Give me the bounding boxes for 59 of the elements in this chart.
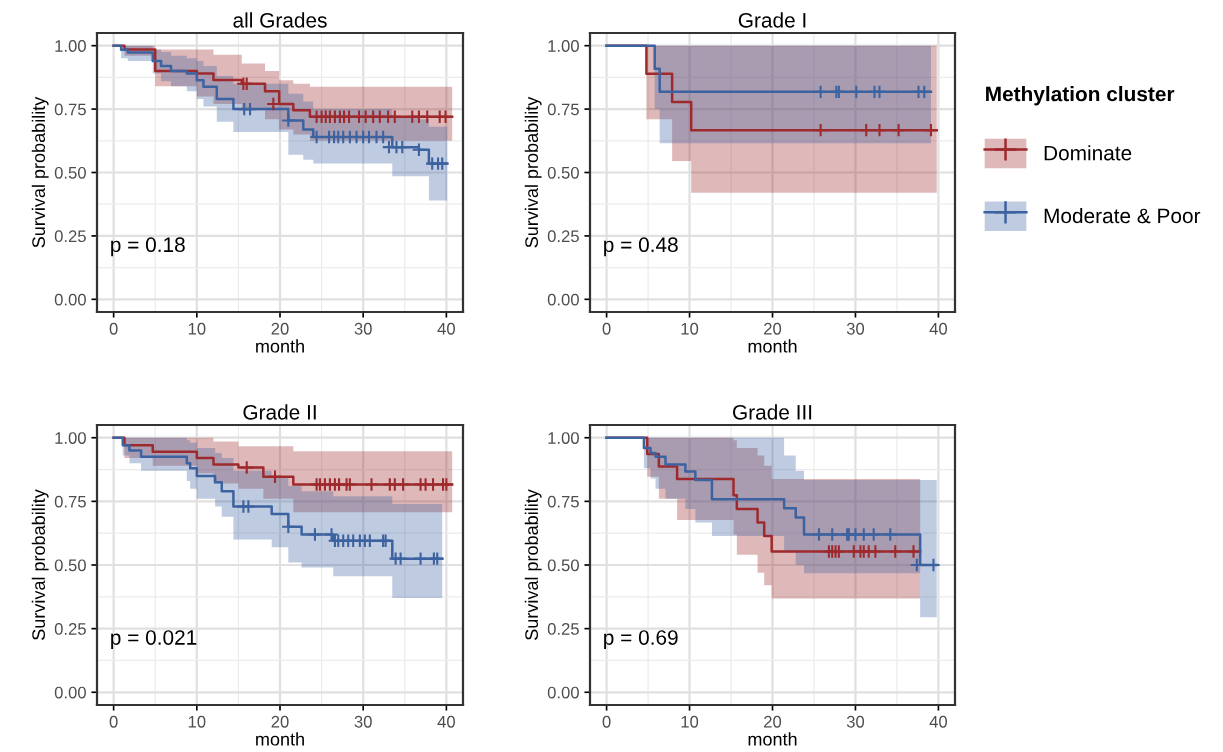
y-tick-label: 0.50 [547,559,579,572]
x-tick-label: 20 [271,322,289,335]
y-axis-title: Survival probability [524,96,542,248]
annotation: p = 0.18 [111,237,185,257]
x-tick-label: 20 [764,322,782,335]
y-tick-label: 0.25 [54,230,86,243]
x-tick-label: 30 [354,322,372,335]
x-tick-label: 30 [354,715,372,728]
y-tick-label: 0.25 [547,623,579,635]
x-axis-title: month [748,732,797,746]
legend-title: Methylation cluster [986,86,1175,106]
x-axis-title: month [256,339,304,353]
chart-title: Grade I [738,12,806,28]
x-tick-label: 40 [929,322,948,335]
x-axis-title: month [748,339,797,353]
chart-title: all Grades [233,12,327,28]
annotation: p = 0.48 [604,237,678,257]
x-tick-label: 40 [437,322,455,335]
y-tick-label: 0.00 [54,686,86,699]
x-axis-title: month [256,732,304,746]
y-tick-label: 1.00 [548,432,579,444]
y-tick-label: 0.50 [54,166,86,179]
y-tick-label: 0.00 [547,686,579,699]
y-tick-label: 0.75 [54,495,86,508]
y-tick-label: 0.50 [54,559,86,572]
legend-label: Dominate [1044,145,1132,161]
y-tick-label: 1.00 [55,432,86,444]
x-tick-label: 0 [109,322,118,335]
y-tick-label: 0.00 [54,293,86,306]
x-tick-label: 0 [109,715,118,728]
y-tick-label: 1.00 [55,40,86,52]
chart-title: Grade II [243,404,316,420]
x-tick-label: 0 [602,322,611,335]
x-tick-label: 10 [681,322,699,335]
y-tick-label: 0.75 [547,495,579,508]
chart-title: Grade III [733,404,812,420]
y-tick-label: 0.25 [547,230,579,243]
x-tick-label: 20 [271,715,289,728]
x-tick-label: 30 [846,322,865,335]
x-tick-label: 30 [846,715,865,728]
y-tick-label: 0.75 [54,103,86,116]
x-tick-label: 20 [764,715,782,728]
x-tick-label: 0 [602,715,611,728]
y-tick-label: 1.00 [548,40,579,52]
x-tick-label: 40 [437,715,455,728]
y-axis-title: Survival probability [31,96,49,248]
y-tick-label: 0.25 [54,623,86,635]
annotation: p = 0.021 [111,630,197,649]
y-tick-label: 0.75 [547,103,579,116]
y-tick-label: 0.50 [547,166,579,179]
legend-label: Moderate & Poor [1044,207,1201,224]
x-tick-label: 10 [188,715,206,728]
x-tick-label: 10 [188,322,206,335]
y-axis-title: Survival probability [524,489,542,640]
annotation: p = 0.69 [604,630,678,649]
x-tick-label: 40 [929,715,948,728]
y-axis-title: Survival probability [31,489,49,640]
y-tick-label: 0.00 [547,293,579,306]
x-tick-label: 10 [681,715,699,728]
